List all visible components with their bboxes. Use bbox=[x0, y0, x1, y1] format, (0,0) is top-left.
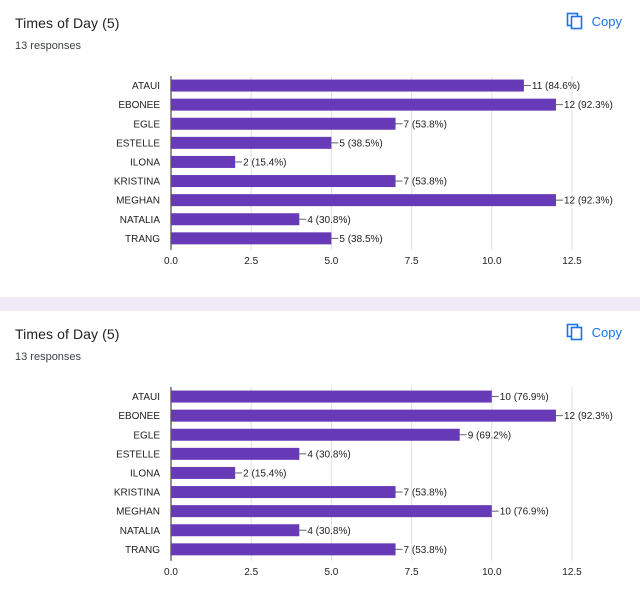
category-label: NATALIA bbox=[120, 526, 161, 537]
bar bbox=[171, 232, 332, 245]
x-tick-label: 2.5 bbox=[244, 256, 258, 267]
data-label: 4 (30.8%) bbox=[307, 449, 350, 460]
copy-button-label: Copy bbox=[591, 324, 622, 340]
data-label: 12 (92.3%) bbox=[564, 100, 613, 111]
x-tick-label: 7.5 bbox=[405, 567, 419, 578]
response-count: 13 responses bbox=[15, 351, 82, 363]
data-label: 12 (92.3%) bbox=[564, 196, 613, 207]
category-label: ATAUI bbox=[132, 81, 160, 92]
category-label: ESTELLE bbox=[116, 449, 160, 460]
bar-chart: 0.0 2.5 5.0 7.5 10.0 12.5 ATAUI 11 (84.6%) EBONE… bbox=[114, 76, 613, 267]
data-label: 5 (38.5%) bbox=[339, 234, 382, 245]
bar bbox=[171, 409, 556, 422]
data-label: 4 (30.8%) bbox=[307, 215, 350, 226]
data-label: 7 (53.8%) bbox=[404, 119, 447, 130]
category-label: KRISTINA bbox=[114, 177, 160, 188]
data-label: 4 (30.8%) bbox=[307, 526, 350, 537]
category-label: ESTELLE bbox=[116, 138, 160, 149]
x-tick-label: 5.0 bbox=[324, 256, 338, 267]
bar bbox=[171, 524, 300, 537]
card-title: Times of Day (5) bbox=[15, 326, 120, 342]
bar bbox=[171, 194, 556, 207]
chart-card-2: Times of Day (5) 13 responses Copy 0.0 2.… bbox=[0, 311, 640, 589]
bar bbox=[171, 543, 396, 556]
category-label: TRANG bbox=[125, 234, 160, 245]
category-label: TRANG bbox=[125, 545, 160, 556]
bar bbox=[171, 79, 524, 92]
bar bbox=[171, 447, 300, 460]
category-label: ILONA bbox=[130, 157, 160, 168]
data-label: 11 (84.6%) bbox=[532, 81, 580, 92]
x-tick-label: 12.5 bbox=[562, 567, 582, 578]
category-label: EGLE bbox=[133, 119, 160, 130]
bar bbox=[171, 486, 396, 499]
bar bbox=[171, 175, 396, 188]
category-label: EGLE bbox=[133, 430, 160, 441]
response-count: 13 responses bbox=[15, 40, 82, 52]
x-tick-label: 10.0 bbox=[482, 256, 502, 267]
data-label: 7 (53.8%) bbox=[404, 488, 447, 499]
bar bbox=[171, 98, 556, 111]
data-label: 10 (76.9%) bbox=[500, 392, 549, 403]
x-tick-label: 5.0 bbox=[324, 567, 338, 578]
category-label: ILONA bbox=[130, 468, 160, 479]
bar bbox=[171, 505, 492, 518]
x-tick-label: 2.5 bbox=[244, 567, 258, 578]
x-tick-label: 7.5 bbox=[405, 256, 419, 267]
data-label: 9 (69.2%) bbox=[468, 430, 511, 441]
data-label: 12 (92.3%) bbox=[564, 411, 613, 422]
x-tick-label: 0.0 bbox=[164, 256, 178, 267]
copy-icon bbox=[566, 323, 582, 341]
data-label: 2 (15.4%) bbox=[243, 157, 286, 168]
category-label: ATAUI bbox=[132, 392, 160, 403]
copy-icon bbox=[566, 12, 582, 30]
x-tick-label: 10.0 bbox=[482, 567, 502, 578]
category-label: KRISTINA bbox=[114, 488, 160, 499]
category-label: MEGHAN bbox=[116, 196, 160, 207]
category-label: MEGHAN bbox=[116, 507, 160, 518]
bar-chart: 0.0 2.5 5.0 7.5 10.0 12.5 ATAUI 10 (76.9%) EBONE… bbox=[114, 387, 613, 578]
bar bbox=[171, 428, 460, 441]
category-label: NATALIA bbox=[120, 215, 161, 226]
category-label: EBONEE bbox=[118, 100, 160, 111]
data-label: 2 (15.4%) bbox=[243, 468, 286, 479]
copy-button[interactable]: Copy bbox=[566, 323, 622, 341]
bar bbox=[171, 155, 236, 168]
bar bbox=[171, 136, 332, 149]
bar bbox=[171, 117, 396, 130]
data-label: 7 (53.8%) bbox=[404, 545, 447, 556]
data-label: 7 (53.8%) bbox=[404, 177, 447, 188]
chart-card-1: Times of Day (5) 13 responses Copy 0.0 2.… bbox=[0, 0, 640, 297]
card-title: Times of Day (5) bbox=[15, 15, 120, 31]
bar bbox=[171, 466, 236, 479]
bar bbox=[171, 390, 492, 403]
x-tick-label: 12.5 bbox=[562, 256, 582, 267]
copy-button-label: Copy bbox=[591, 13, 622, 29]
bar bbox=[171, 213, 300, 226]
copy-button[interactable]: Copy bbox=[566, 12, 622, 30]
category-label: EBONEE bbox=[118, 411, 160, 422]
data-label: 10 (76.9%) bbox=[500, 507, 549, 518]
x-tick-label: 0.0 bbox=[164, 567, 178, 578]
data-label: 5 (38.5%) bbox=[339, 138, 382, 149]
